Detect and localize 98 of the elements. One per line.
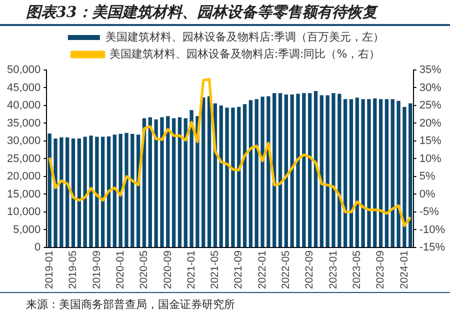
x-tick-label: 2023-05 xyxy=(351,250,364,290)
bar xyxy=(202,97,206,247)
bar xyxy=(290,94,294,247)
bar xyxy=(225,108,229,247)
x-tick-label: 2024-01 xyxy=(398,250,410,290)
bar xyxy=(154,119,158,247)
bar xyxy=(231,108,235,247)
bar xyxy=(361,99,365,247)
bar xyxy=(278,93,282,247)
y-tick-label: 10,000 xyxy=(6,206,41,218)
x-tick-label: 2020-09 xyxy=(162,250,174,290)
y2-tick-label: 20% xyxy=(419,117,442,130)
bar xyxy=(100,136,105,247)
y2-tick-label: 30% xyxy=(419,82,442,94)
bar xyxy=(112,134,116,247)
y2-tick-label: 25% xyxy=(419,100,442,112)
bar xyxy=(390,99,394,247)
y-tick-label: 30,000 xyxy=(6,135,41,148)
y2-tick-label: -5% xyxy=(419,206,440,218)
bar xyxy=(314,90,318,247)
bar xyxy=(402,106,406,247)
bar xyxy=(172,118,176,247)
bar xyxy=(296,94,300,247)
bar xyxy=(260,96,264,247)
bar xyxy=(148,117,152,247)
bar xyxy=(248,100,253,247)
bar xyxy=(302,93,306,247)
y2-tick-label: 5% xyxy=(419,170,436,183)
y2-tick-label: -15% xyxy=(419,241,446,254)
x-tick-label: 2021-05 xyxy=(209,250,222,290)
legend-label: 美国建筑材料、园林设备及物料店:季调:同比（%，右） xyxy=(109,47,380,60)
x-tick-label: 2020-05 xyxy=(138,250,150,290)
bar xyxy=(160,117,164,247)
bar xyxy=(384,99,389,247)
bar xyxy=(308,93,312,247)
bar xyxy=(106,136,111,247)
bar xyxy=(367,99,371,247)
bar xyxy=(343,99,348,247)
y-tick-label: 45,000 xyxy=(6,82,41,94)
x-tick-label: 2021-09 xyxy=(232,250,245,290)
source-note: 来源：美国商务部普查局，国金证券研究所 xyxy=(0,292,450,312)
x-tick-label: 2019-09 xyxy=(90,250,103,290)
bar xyxy=(373,98,377,247)
bar xyxy=(284,94,288,247)
bar xyxy=(237,106,241,247)
x-tick-label: 2022-09 xyxy=(304,250,316,290)
bar xyxy=(54,138,58,247)
bar xyxy=(207,96,212,247)
bar xyxy=(60,137,64,247)
bar xyxy=(166,116,170,247)
bar xyxy=(95,136,99,247)
x-tick-label: 2021-01 xyxy=(185,250,198,290)
chart-title: 图表33：美国建筑材料、园林设备等零售额有待恢复 xyxy=(0,0,450,26)
y-tick-label: 0 xyxy=(34,241,41,254)
bar xyxy=(378,99,383,247)
bar xyxy=(190,110,194,247)
bar xyxy=(332,93,336,247)
bar xyxy=(320,95,324,247)
bar xyxy=(83,136,87,247)
bar xyxy=(124,132,128,247)
bar xyxy=(254,99,258,247)
x-tick-label: 2023-09 xyxy=(374,250,387,290)
y-tick-label: 20,000 xyxy=(6,170,41,183)
y-tick-label: 50,000 xyxy=(6,64,41,76)
bar xyxy=(184,118,188,247)
bar xyxy=(408,103,412,247)
y-tick-label: 40,000 xyxy=(6,100,41,112)
y2-tick-label: 10% xyxy=(419,152,442,165)
y2-tick-label: 15% xyxy=(419,135,442,148)
bar xyxy=(77,138,82,247)
x-tick-label: 2019-05 xyxy=(67,250,80,290)
bar xyxy=(242,104,247,247)
x-tick-label: 2022-05 xyxy=(280,250,292,290)
bar xyxy=(130,134,134,247)
y-tick-label: 35,000 xyxy=(6,117,41,130)
y-tick-label: 5,000 xyxy=(13,224,41,236)
bar xyxy=(338,94,342,247)
bar xyxy=(118,134,122,247)
bar xyxy=(219,105,223,247)
y-tick-label: 25,000 xyxy=(6,152,41,165)
bar xyxy=(326,95,330,247)
x-tick-label: 2023-01 xyxy=(327,250,340,290)
bar xyxy=(71,138,76,247)
bar xyxy=(266,96,270,247)
bar xyxy=(349,99,354,247)
bar xyxy=(89,136,93,247)
x-tick-label: 2020-01 xyxy=(114,250,126,290)
x-tick-label: 2022-01 xyxy=(256,250,268,290)
bar xyxy=(355,98,359,247)
bar xyxy=(66,137,70,247)
y2-tick-label: 0% xyxy=(419,188,436,200)
bar xyxy=(178,117,182,247)
legend-label: 美国建筑材料、园林设备及物料店:季调（百万美元，左） xyxy=(105,30,384,44)
y2-tick-label: -10% xyxy=(419,224,446,236)
x-tick-label: 2019-01 xyxy=(43,250,56,290)
y2-tick-label: 35% xyxy=(419,64,442,76)
bar xyxy=(396,100,400,247)
y-tick-label: 15,000 xyxy=(6,188,41,200)
